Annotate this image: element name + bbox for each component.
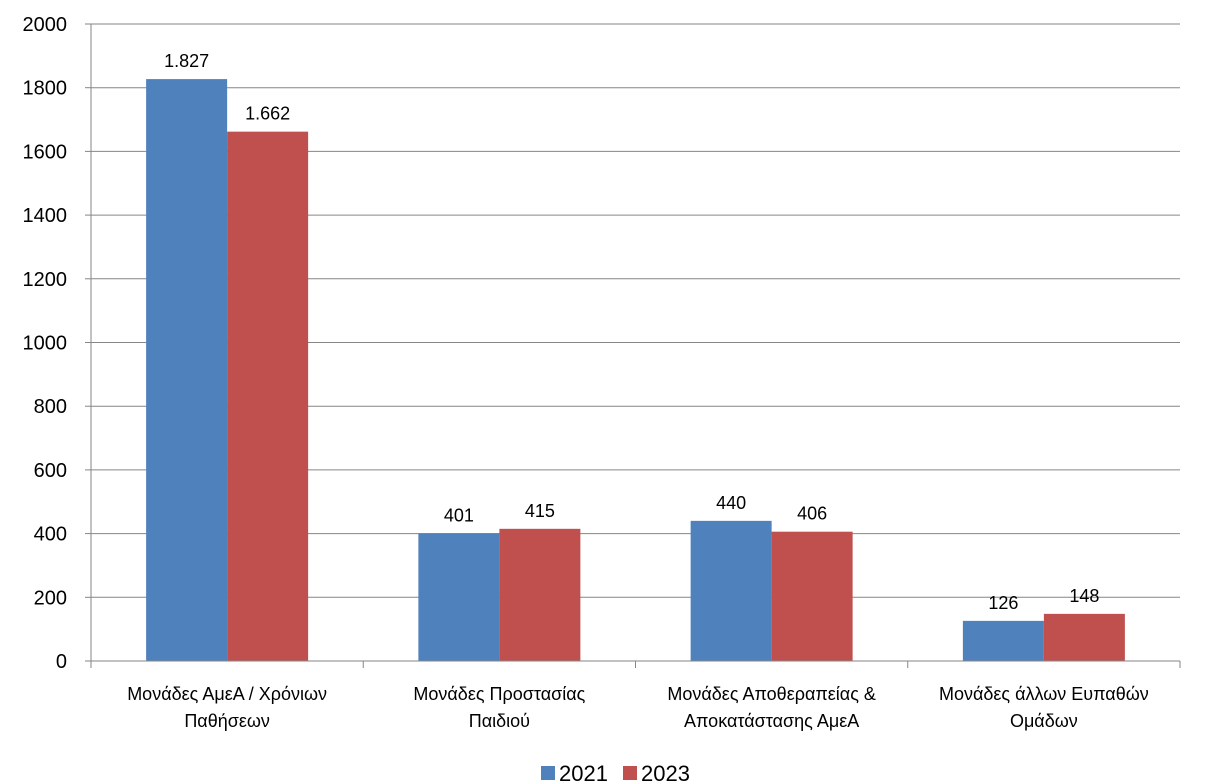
axes: 0 200 400 600 800 1000 1200 1400 1600 1800 2000 Μον…: [23, 14, 1181, 731]
x-category-label: Μονάδες Προστασίας: [413, 684, 585, 704]
x-category-label: Ομάδων: [1010, 711, 1078, 731]
data-label-2021-1: 1.827: [164, 51, 209, 71]
legend: 2021 2023: [541, 761, 690, 784]
bars: [146, 79, 1125, 661]
y-tick-label: 1800: [23, 78, 68, 100]
bar-2023-4: [1043, 613, 1125, 661]
bar-2023-2: [499, 528, 581, 661]
bar-2021-2: [418, 533, 500, 661]
y-tick-label: 1000: [23, 333, 68, 355]
x-category-label: Παθήσεων: [184, 711, 270, 731]
bar-2021-3: [690, 520, 772, 661]
y-tick-label: 1400: [23, 205, 68, 227]
x-category-label: Μονάδες ΑμεΑ / Χρόνιων: [127, 684, 327, 704]
x-category-label: Μονάδες άλλων Ευπαθών: [939, 684, 1149, 704]
y-tick-label: 1200: [23, 269, 68, 291]
legend-swatch-2021: [541, 766, 555, 780]
y-tick-label: 0: [56, 651, 67, 673]
bar-2021-1: [146, 79, 228, 661]
bar-2021-4: [962, 620, 1044, 661]
data-label-2021-4: 126: [988, 593, 1018, 613]
y-tick-label: 800: [34, 396, 67, 418]
y-tick-label: 1600: [23, 141, 68, 163]
bar-2023-3: [771, 531, 853, 661]
data-label-2023-1: 1.662: [245, 104, 290, 124]
data-labels: 1.827 1.662 401 415 440 406 126 148: [164, 51, 1099, 613]
y-tick-label: 400: [34, 524, 67, 546]
data-label-2021-3: 440: [716, 493, 746, 513]
data-label-2023-3: 406: [797, 504, 827, 524]
legend-swatch-2023: [623, 766, 637, 780]
data-label-2023-4: 148: [1069, 586, 1099, 606]
y-tick-label: 200: [34, 587, 67, 609]
data-label-2023-2: 415: [525, 501, 555, 521]
y-tick-label: 2000: [23, 14, 68, 36]
data-label-2021-2: 401: [444, 505, 474, 525]
x-category-label: Αποκατάστασης ΑμεΑ: [684, 711, 859, 731]
bar-2023-1: [227, 131, 309, 661]
x-category-label: Μονάδες Αποθεραπείας &: [667, 684, 876, 704]
legend-label-2023: 2023: [641, 761, 690, 784]
legend-label-2021: 2021: [559, 761, 608, 784]
y-tick-label: 600: [34, 460, 67, 482]
x-category-label: Παιδιού: [469, 711, 530, 731]
